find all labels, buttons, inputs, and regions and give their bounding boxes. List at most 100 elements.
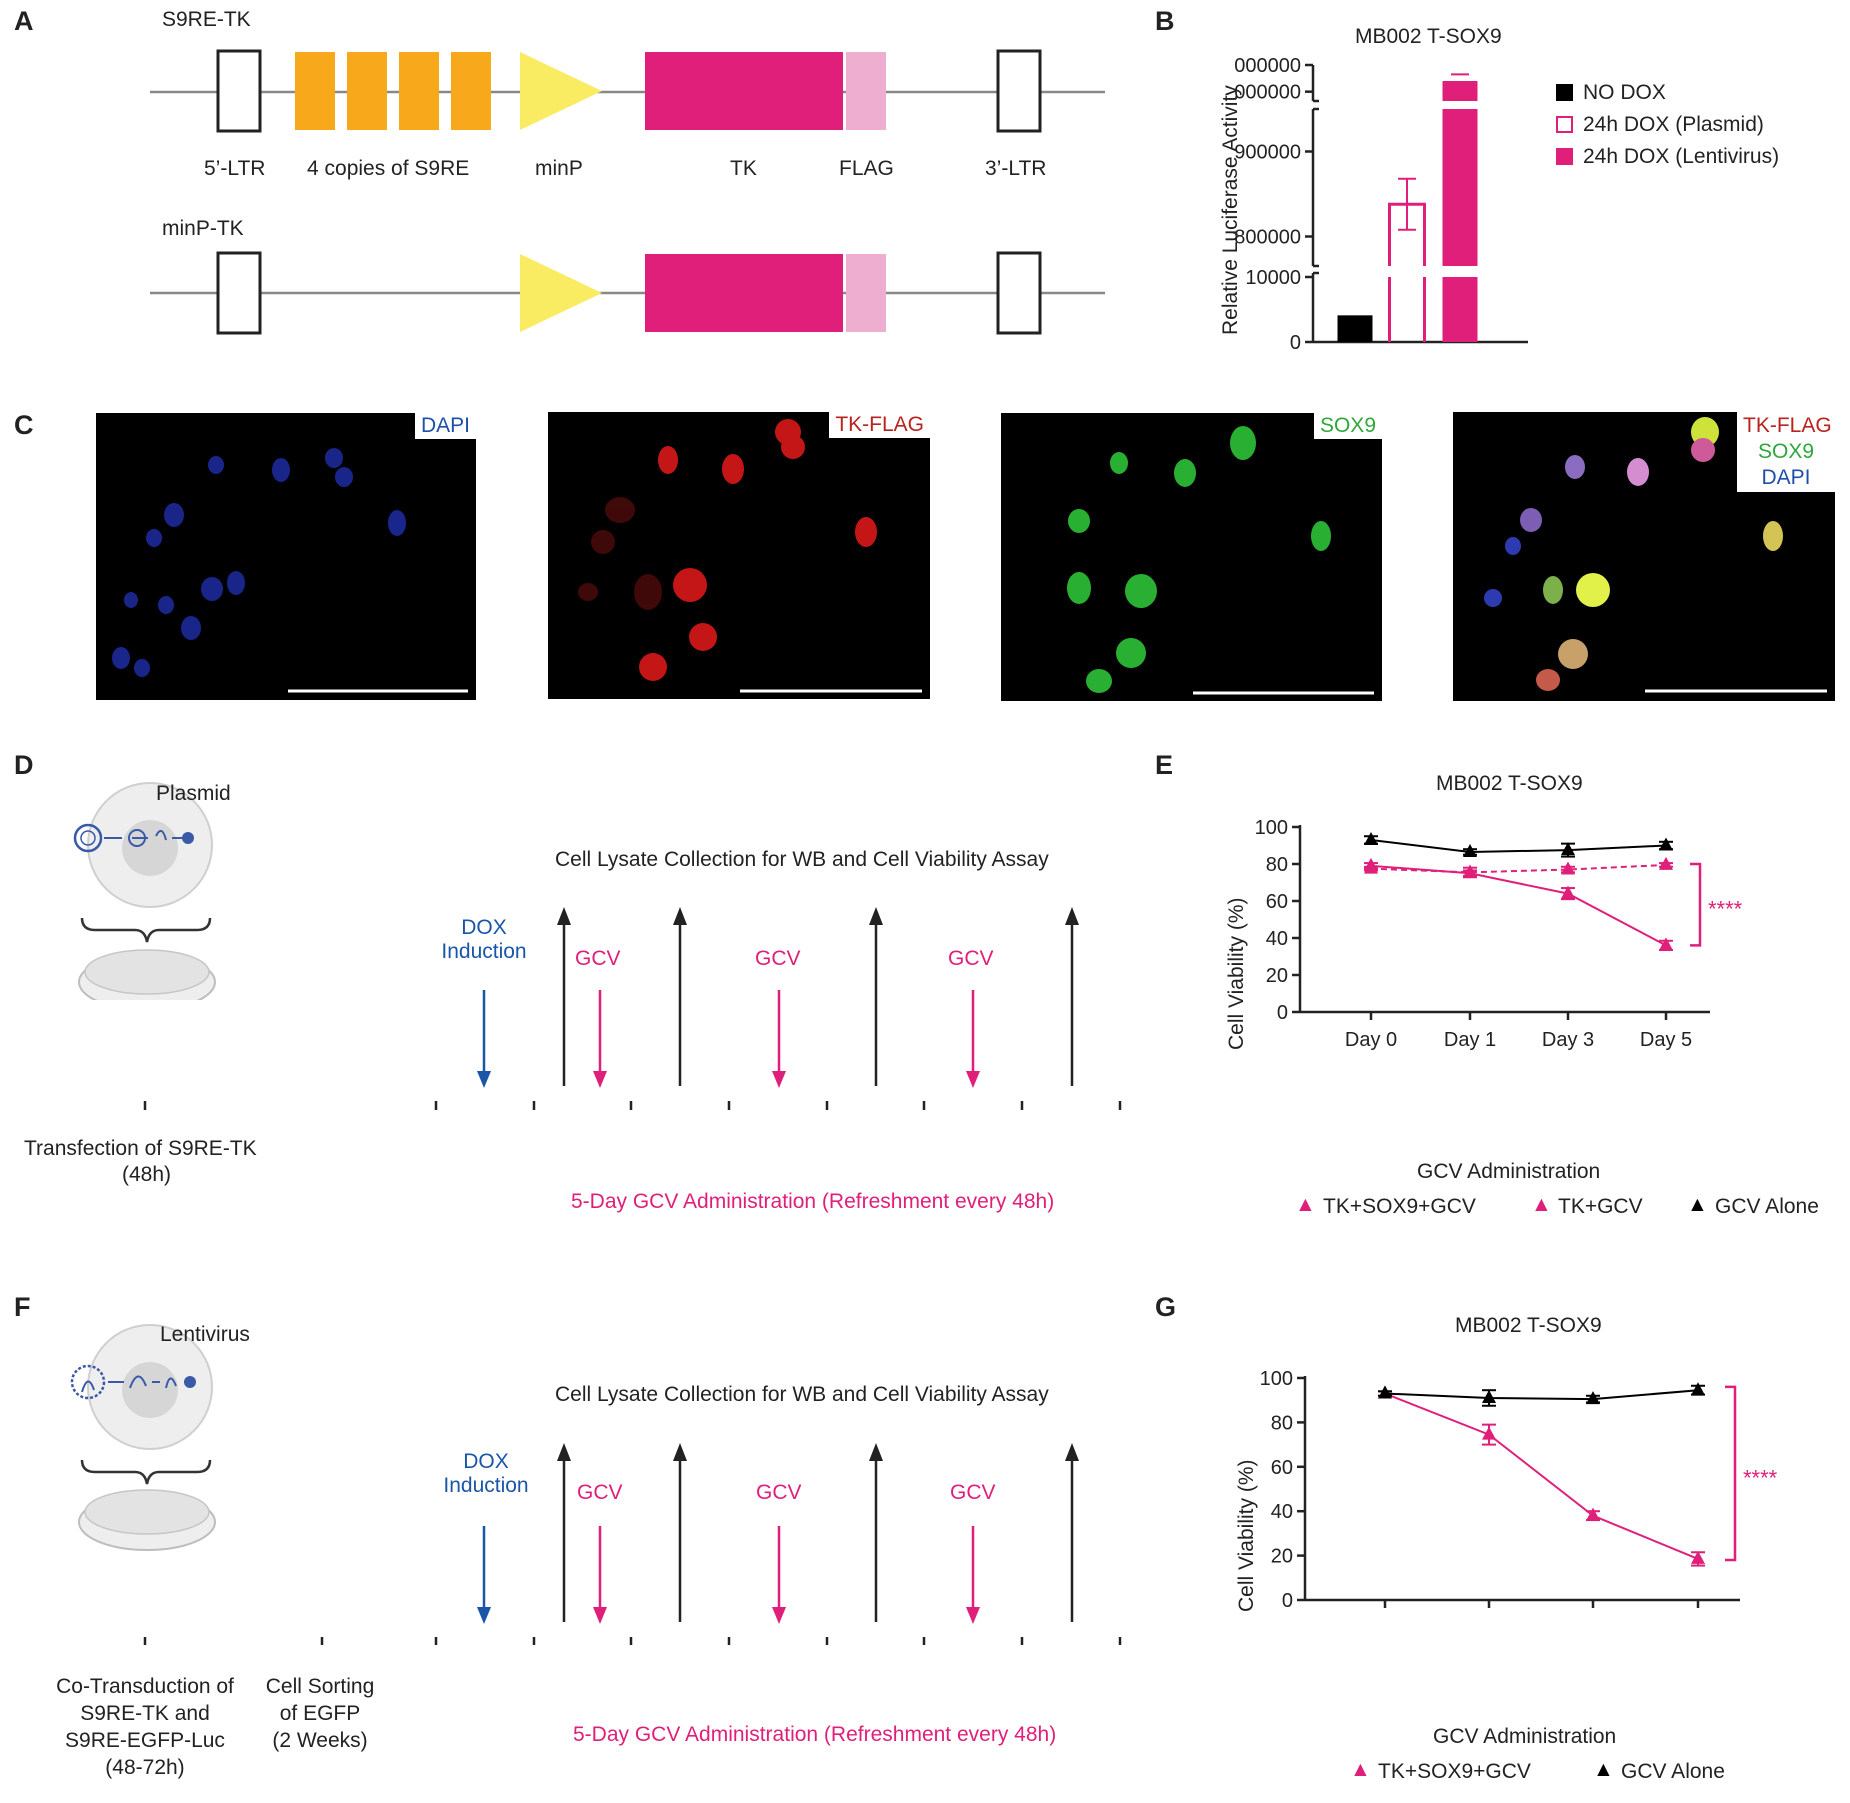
gcv-label-f-0: GCV xyxy=(577,1481,623,1504)
point-1-1 xyxy=(1463,864,1477,878)
point-1-3 xyxy=(1691,1382,1705,1396)
s9re-copy-3 xyxy=(399,52,439,130)
bar-lentivirus-seg3 xyxy=(1442,81,1478,101)
tick-label-b-0: 0 xyxy=(1290,332,1301,354)
panel-label-b: B xyxy=(1155,6,1175,36)
legend-e-label-3: GCV Alone xyxy=(1715,1195,1819,1218)
step-f2-line2: of EGFP xyxy=(279,1702,361,1725)
collect-arrowhead-1 xyxy=(673,1443,687,1461)
legend-label-plasmid: 24h DOX (Plasmid) xyxy=(1583,113,1764,136)
transduction-icon xyxy=(108,1375,177,1389)
dox-label-d: DOX Induction xyxy=(439,916,529,964)
series-line-1 xyxy=(1384,1389,1699,1401)
panel-label-f: F xyxy=(14,1292,31,1322)
point-1-3 xyxy=(1659,856,1673,870)
dox-line1-f: DOX xyxy=(463,1450,509,1473)
micrograph-dapi: DAPI xyxy=(96,413,476,700)
ytick-label-2: 40 xyxy=(1266,928,1288,950)
xtick-label-0: Day 0 xyxy=(1345,1029,1397,1050)
tick-label-b-2: 800000 xyxy=(1235,227,1301,249)
bar-nodox xyxy=(1337,315,1373,342)
significance-bracket xyxy=(1725,1385,1737,1562)
gcv-label-d-0: GCV xyxy=(575,947,621,970)
legend-e-label-2: TK+GCV xyxy=(1558,1195,1643,1218)
step-f1-line3: S9RE-EGFP-Luc xyxy=(65,1729,225,1752)
flag-block-2 xyxy=(846,254,886,332)
point-0-2 xyxy=(1586,1507,1600,1521)
minp-triangle-2 xyxy=(520,254,602,332)
point-0-3 xyxy=(1691,1550,1705,1564)
ytick-label-1: 20 xyxy=(1266,965,1288,987)
dox-arrowhead xyxy=(477,1071,491,1088)
vector-label-d: Plasmid xyxy=(156,782,231,805)
series-line-2 xyxy=(1370,838,1667,853)
legend-swatch-nodox xyxy=(1556,84,1573,101)
panel-label-a: A xyxy=(14,6,34,36)
gcv-label-d-2: GCV xyxy=(755,947,801,970)
bar-lentivirus-seg1 xyxy=(1442,277,1478,342)
merge-label-box: TK-FLAG SOX9 DAPI xyxy=(1737,412,1835,492)
header-f: Cell Lysate Collection for WB and Cell V… xyxy=(555,1383,1049,1406)
construct2-title: minP-TK xyxy=(162,217,244,240)
ytick-label-2: 40 xyxy=(1271,1501,1293,1523)
lentivirus-icon xyxy=(70,1364,106,1400)
dapi-nuclei xyxy=(112,448,468,693)
merge-label-dapi: DAPI xyxy=(1761,466,1811,489)
xtick-label-3: Day 5 xyxy=(1640,1029,1692,1050)
label-ltr3: 3’-LTR xyxy=(985,157,1047,180)
step-d-line1: Transfection of S9RE-TK xyxy=(24,1137,257,1160)
bar-plasmid-lower xyxy=(1388,277,1426,342)
admin-text-f: 5-Day GCV Administration (Refreshment ev… xyxy=(573,1723,1057,1746)
point-1-2 xyxy=(1586,1391,1600,1405)
dapi-label: DAPI xyxy=(414,413,476,439)
collect-arrowhead-2 xyxy=(869,1443,883,1461)
legend-g-label-1: TK+SOX9+GCV xyxy=(1378,1760,1531,1783)
collect-arrowhead-1 xyxy=(673,907,687,925)
xtick-label-1: Day 1 xyxy=(1444,1029,1496,1050)
step-f1: Co-Transduction of S9RE-TK and S9RE-EGFP… xyxy=(30,1673,260,1781)
tkflag-cells xyxy=(578,419,922,693)
point-0-1 xyxy=(1482,1426,1496,1440)
timeline-f-graphic xyxy=(70,1324,216,1551)
point-0-2 xyxy=(1561,885,1575,899)
collect-arrowhead-3 xyxy=(1065,907,1079,925)
chart-b-plot: 0 10000 800000 900000 2000000 3000000 xyxy=(1235,55,1528,354)
chart-g-legend: ▲ TK+SOX9+GCV ▲ GCV Alone xyxy=(1350,1758,1770,1788)
gcv-arrowhead-1 xyxy=(772,1607,786,1624)
xtick-label-2: Day 3 xyxy=(1542,1029,1594,1050)
chart-e-xlabel: GCV Administration xyxy=(1417,1160,1601,1183)
dox-arrowhead xyxy=(477,1607,491,1624)
ytick-label-4: 80 xyxy=(1271,1412,1293,1434)
chart-b-title: MB002 T-SOX9 xyxy=(1355,25,1502,48)
tick-label-b-3: 900000 xyxy=(1235,142,1301,164)
collect-arrowhead-3 xyxy=(1065,1443,1079,1461)
vector-label-f: Lentivirus xyxy=(160,1323,250,1346)
flag-block-1 xyxy=(846,52,886,130)
gcv-arrowhead-2 xyxy=(966,1607,980,1624)
legend-label-lentivirus: 24h DOX (Lentivirus) xyxy=(1583,145,1780,168)
step-f2: Cell Sorting of EGFP (2 Weeks) xyxy=(250,1673,390,1754)
panel-label-d: D xyxy=(14,750,34,780)
sox9-label: SOX9 xyxy=(1313,413,1382,439)
ytick-label-0: 0 xyxy=(1277,1002,1288,1024)
header-d: Cell Lysate Collection for WB and Cell V… xyxy=(555,848,1049,871)
step-f2-line3: (2 Weeks) xyxy=(272,1729,368,1752)
panel-label-c: C xyxy=(14,410,34,440)
ytick-label-5: 100 xyxy=(1260,1368,1293,1390)
merge-label-sox9: SOX9 xyxy=(1757,440,1815,463)
tk-block-2 xyxy=(645,254,843,332)
point-2-3 xyxy=(1659,837,1673,851)
micrograph-tkflag: TK-FLAG xyxy=(548,412,930,699)
series-line-0 xyxy=(1384,1392,1699,1560)
nucleus-icon-f xyxy=(122,1362,178,1418)
s9re-copy-2 xyxy=(347,52,387,130)
point-1-1 xyxy=(1482,1389,1496,1403)
gcv-label-f-4: GCV xyxy=(950,1481,996,1504)
dox-line2-f: Induction xyxy=(443,1474,529,1497)
brace-icon-f xyxy=(80,1459,212,1485)
gcv-arrowhead-0 xyxy=(593,1071,607,1088)
ytick-label-4: 80 xyxy=(1266,854,1288,876)
